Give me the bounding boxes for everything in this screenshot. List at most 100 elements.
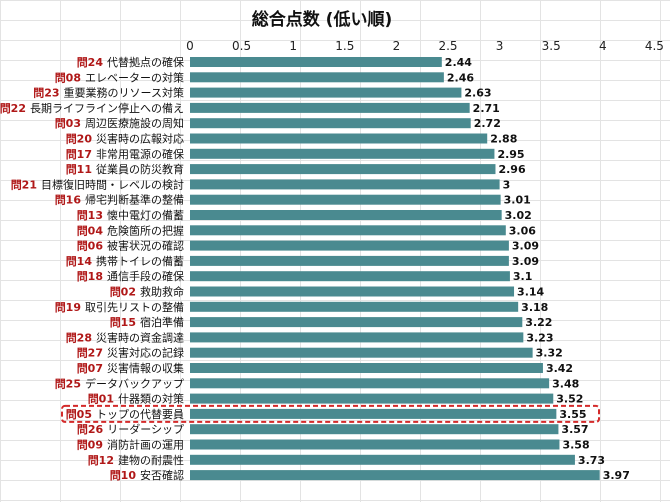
question-number: 問03: [55, 117, 81, 130]
question-name: 取引先リストの整備: [85, 300, 184, 314]
value-label: 2.95: [497, 148, 524, 161]
highlight-frame: [61, 404, 600, 423]
value-label: 2.44: [445, 56, 472, 69]
bar: [190, 118, 471, 129]
bar: [190, 240, 509, 251]
bar: [190, 72, 444, 83]
question-name: 周辺医療施設の周知: [85, 116, 184, 130]
category-label: 問09 消防計画の運用: [77, 438, 184, 452]
question-name: エレベーターの対策: [85, 70, 184, 84]
value-label: 3.48: [552, 377, 579, 390]
category-label: 問06 被害状況の確認: [77, 239, 184, 253]
question-number: 問18: [77, 270, 103, 283]
question-name: 宿泊準備: [140, 315, 184, 329]
x-tick-label: 4: [599, 39, 607, 53]
category-label: 問19 取引先リストの整備: [55, 300, 184, 314]
x-tick-label: 1.5: [335, 39, 354, 53]
question-number: 問20: [66, 133, 93, 146]
question-number: 問15: [110, 316, 136, 329]
question-name: 安否確認: [140, 468, 184, 482]
category-label: 問22 長期ライフライン停止への備え: [0, 101, 184, 115]
bar: [190, 470, 600, 481]
bar: [190, 332, 524, 343]
bar: [190, 148, 495, 159]
category-label: 問14 携帯トイレの備蓄: [66, 254, 184, 268]
question-name: 帰宅判断基準の整備: [85, 193, 184, 207]
question-name: 什器類の対策: [118, 392, 184, 406]
bar: [190, 363, 543, 373]
value-label: 3.97: [603, 469, 630, 482]
question-name: トップの代替要員: [96, 407, 184, 421]
value-label: 3.06: [509, 224, 536, 237]
question-number: 問25: [55, 377, 81, 390]
value-label: 3.32: [536, 347, 563, 360]
question-name: 消防計画の運用: [107, 438, 184, 452]
question-name: 非常用電源の確保: [96, 147, 184, 161]
category-label: 問18 通信手段の確保: [77, 269, 184, 283]
bar: [190, 57, 442, 67]
question-name: 代替拠点の確保: [107, 55, 184, 69]
question-name: 災害情報の収集: [107, 361, 184, 375]
question-number: 問04: [77, 224, 104, 237]
value-label: 3.42: [546, 362, 573, 375]
value-label: 2.96: [498, 163, 525, 176]
bars: [190, 57, 600, 481]
x-tick-label: 3.5: [542, 39, 561, 53]
question-name: 携帯トイレの備蓄: [96, 254, 184, 268]
x-tick-label: 2.5: [438, 39, 457, 53]
bar: [190, 347, 533, 358]
category-label: 問28 災害時の資金調達: [66, 330, 184, 344]
question-name: 建物の耐震性: [118, 453, 184, 467]
category-label: 問08 エレベーターの対策: [55, 70, 184, 84]
question-number: 問02: [110, 286, 136, 299]
category-label: 問24 代替拠点の確保: [77, 55, 184, 69]
value-label: 3.22: [525, 316, 552, 329]
x-tick-label: 0.5: [232, 39, 251, 53]
category-label: 問17 非常用電源の確保: [66, 147, 184, 161]
bar: [190, 210, 502, 220]
value-label: 3.02: [505, 209, 532, 222]
question-name: 救助救命: [140, 285, 184, 299]
question-number: 問09: [77, 439, 103, 452]
question-number: 問01: [88, 393, 114, 406]
bar: [190, 102, 470, 113]
question-number: 問07: [77, 362, 103, 375]
category-label: 問03 周辺医療施設の周知: [55, 116, 184, 130]
chart-title: 総合点数 (低い順): [252, 9, 392, 30]
x-axis-ticks: 0 0.5 1 1.5 2 2.5 3 3.5 4 4.5: [186, 39, 664, 53]
bar: [190, 179, 500, 190]
category-label: 問07 災害情報の収集: [77, 361, 184, 375]
x-tick-label: 0: [186, 39, 194, 53]
value-label: 3.23: [526, 331, 553, 344]
bar: [190, 317, 523, 328]
question-name: 災害対応の記録: [107, 346, 184, 360]
bar: [190, 424, 559, 435]
question-name: リーダーシップ: [107, 422, 184, 436]
question-number: 問23: [33, 87, 59, 100]
question-number: 問17: [66, 148, 92, 161]
value-label: 3.57: [561, 423, 588, 436]
value-label: 3.73: [578, 454, 605, 467]
bar: [190, 133, 488, 144]
bar: [190, 286, 515, 297]
question-number: 問28: [66, 331, 92, 344]
highlight-box: [61, 404, 600, 423]
value-label: 3.55: [559, 408, 586, 421]
category-label: 問05 トップの代替要員: [66, 407, 184, 421]
bar: [190, 225, 506, 236]
value-label: 3.1: [513, 270, 533, 283]
category-label: 問11 従業員の防災教育: [66, 162, 184, 176]
question-number: 問12: [88, 454, 114, 467]
category-label: 問01 什器類の対策: [88, 392, 184, 406]
question-name: 危険箇所の把握: [107, 223, 184, 237]
value-label: 2.46: [447, 71, 474, 84]
category-label: 問04 危険箇所の把握: [77, 223, 184, 237]
question-name: 被害状況の確認: [107, 239, 184, 253]
question-number: 問13: [77, 209, 103, 222]
category-label: 問15 宿泊準備: [110, 315, 184, 329]
category-label: 問25 データバックアップ: [55, 376, 184, 390]
question-name: 災害時の広報対応: [96, 132, 184, 146]
value-label: 3.09: [512, 240, 539, 253]
question-name: 従業員の防災教育: [96, 162, 184, 176]
